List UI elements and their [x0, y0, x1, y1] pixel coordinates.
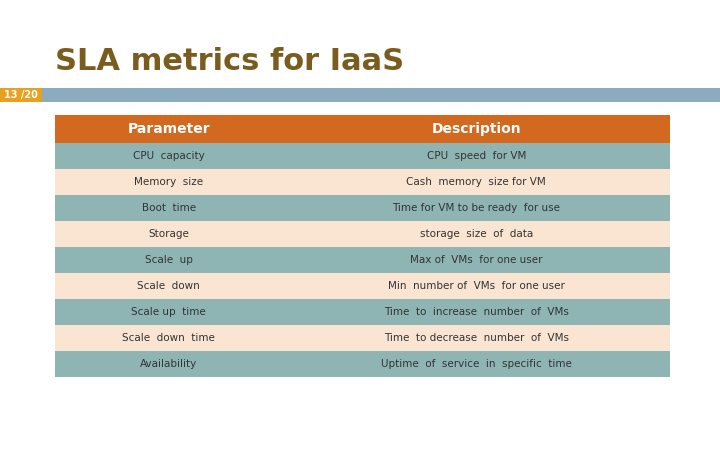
Bar [282, 273, 670, 299]
Text: CPU  capacity: CPU capacity [133, 151, 204, 161]
Bar [282, 325, 670, 351]
Text: Availability: Availability [140, 359, 197, 369]
Bar [55, 221, 282, 247]
Bar [282, 115, 670, 143]
Bar [282, 195, 670, 221]
Text: Time for VM to be ready  for use: Time for VM to be ready for use [392, 203, 560, 213]
Text: Scale  down  time: Scale down time [122, 333, 215, 343]
Text: Scale  down: Scale down [138, 281, 200, 291]
Bar [282, 221, 670, 247]
Bar [282, 247, 670, 273]
Text: Max of  VMs  for one user: Max of VMs for one user [410, 255, 543, 265]
Text: 13 /20: 13 /20 [4, 90, 38, 100]
Bar [282, 351, 670, 377]
Bar [55, 115, 282, 143]
Text: Parameter: Parameter [127, 122, 210, 136]
Text: Time  to  increase  number  of  VMs: Time to increase number of VMs [384, 307, 569, 317]
Bar [55, 325, 282, 351]
Text: Description: Description [431, 122, 521, 136]
Bar [55, 273, 282, 299]
Bar [282, 169, 670, 195]
Text: Cash  memory  size for VM: Cash memory size for VM [406, 177, 546, 187]
Text: CPU  speed  for VM: CPU speed for VM [426, 151, 526, 161]
Bar [55, 169, 282, 195]
Text: Min  number of  VMs  for one user: Min number of VMs for one user [388, 281, 564, 291]
Bar [55, 195, 282, 221]
Text: Storage: Storage [148, 229, 189, 239]
Bar [0, 88, 720, 102]
Text: storage  size  of  data: storage size of data [420, 229, 533, 239]
Text: Scale  up: Scale up [145, 255, 193, 265]
Bar [0, 88, 42, 102]
Bar [282, 299, 670, 325]
Bar [282, 143, 670, 169]
Text: SLA metrics for IaaS: SLA metrics for IaaS [55, 47, 404, 76]
Bar [55, 351, 282, 377]
Text: Boot  time: Boot time [142, 203, 196, 213]
Text: Memory  size: Memory size [134, 177, 203, 187]
Bar [55, 247, 282, 273]
Bar [55, 143, 282, 169]
Text: Time  to decrease  number  of  VMs: Time to decrease number of VMs [384, 333, 569, 343]
Bar [55, 299, 282, 325]
Text: Scale up  time: Scale up time [132, 307, 206, 317]
Text: Uptime  of  service  in  specific  time: Uptime of service in specific time [381, 359, 572, 369]
